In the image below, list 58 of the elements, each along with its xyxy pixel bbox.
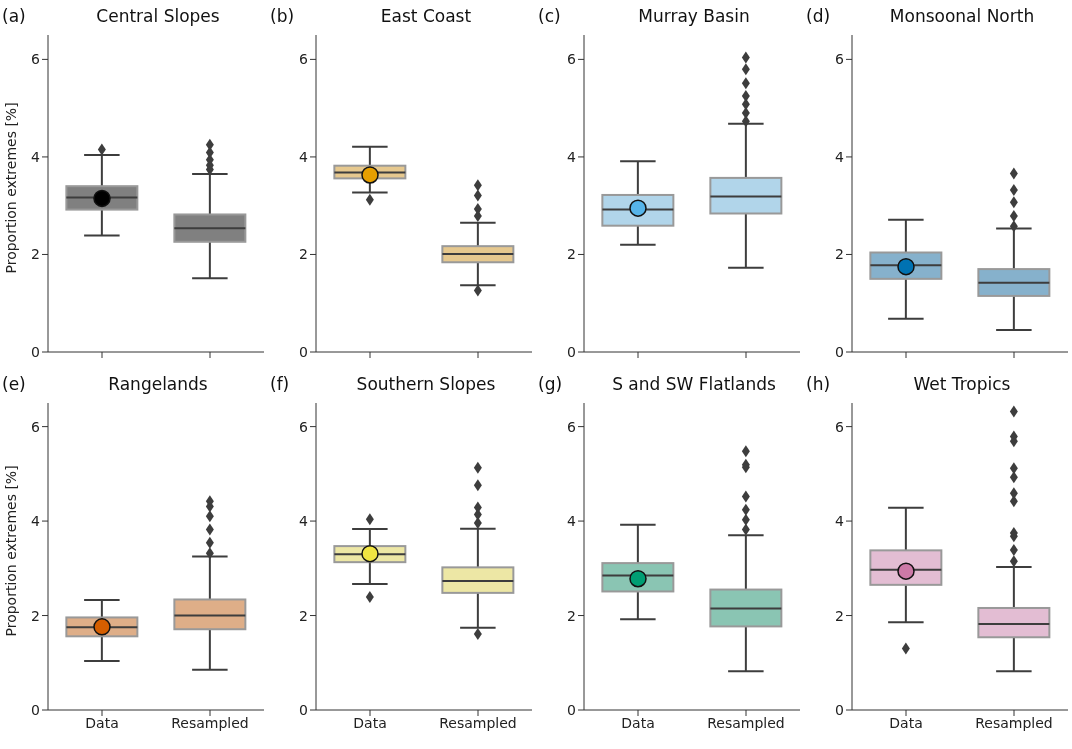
text: (f) <box>270 374 290 394</box>
chart-title: Southern Slopes <box>355 374 497 394</box>
y-tick-label: 0 <box>299 343 308 360</box>
y-axis-title: Proportion extremes [%] <box>2 102 19 274</box>
chart-title: Central Slopes <box>95 6 221 26</box>
y-tick-label: 6 <box>567 51 577 68</box>
y-tick-label: 6 <box>299 51 309 68</box>
text: (d) <box>806 6 831 26</box>
chart-title: Monsoonal North <box>888 6 1036 26</box>
text: (h) <box>806 374 831 394</box>
x-tick-label: Resampled <box>707 714 785 731</box>
y-tick-label: 4 <box>299 148 309 165</box>
chart-title: Murray Basin <box>637 6 751 26</box>
y-tick-label: 2 <box>31 607 40 624</box>
y-tick-label: 4 <box>31 513 41 530</box>
y-tick-label: 6 <box>299 418 309 435</box>
y-tick-label: 4 <box>567 513 577 530</box>
x-tick-label: Resampled <box>171 714 249 731</box>
chart-title: Wet Tropics <box>912 374 1012 394</box>
y-axis-title: Proportion extremes [%] <box>2 465 19 637</box>
x-tick-label: Data <box>621 714 655 731</box>
chart-title: S and SW Flatlands <box>611 374 777 394</box>
y-tick-label: 2 <box>299 607 308 624</box>
y-tick-label: 4 <box>835 148 845 165</box>
y-tick-label: 4 <box>31 148 41 165</box>
y-tick-label: 2 <box>299 246 308 263</box>
y-tick-label: 0 <box>835 343 844 360</box>
y-tick-label: 0 <box>31 701 40 718</box>
y-tick-label: 6 <box>31 51 41 68</box>
text: (c) <box>538 6 561 26</box>
text: (a) <box>2 6 26 26</box>
text: (g) <box>538 374 563 394</box>
x-tick-label: Resampled <box>439 714 517 731</box>
y-tick-label: 6 <box>31 418 41 435</box>
y-tick-label: 2 <box>31 246 40 263</box>
text: (b) <box>270 6 295 26</box>
y-tick-label: 0 <box>299 701 308 718</box>
y-tick-label: 6 <box>835 51 845 68</box>
y-tick-label: 2 <box>567 607 576 624</box>
y-tick-label: 6 <box>835 418 845 435</box>
chart-title: East Coast <box>379 6 473 26</box>
y-tick-label: 2 <box>835 246 844 263</box>
text: (e) <box>2 374 26 394</box>
x-tick-label: Data <box>353 714 387 731</box>
y-tick-label: 0 <box>567 343 576 360</box>
y-tick-label: 4 <box>299 513 309 530</box>
x-tick-label: Data <box>889 714 923 731</box>
y-tick-label: 6 <box>567 418 577 435</box>
y-tick-label: 2 <box>835 607 844 624</box>
y-tick-label: 0 <box>567 701 576 718</box>
x-tick-label: Resampled <box>975 714 1053 731</box>
x-tick-label: Data <box>85 714 119 731</box>
y-tick-label: 4 <box>835 513 845 530</box>
y-tick-label: 0 <box>31 343 40 360</box>
y-tick-label: 2 <box>567 246 576 263</box>
y-tick-label: 4 <box>567 148 577 165</box>
y-tick-label: 0 <box>835 701 844 718</box>
chart-title: Rangelands <box>107 374 209 394</box>
